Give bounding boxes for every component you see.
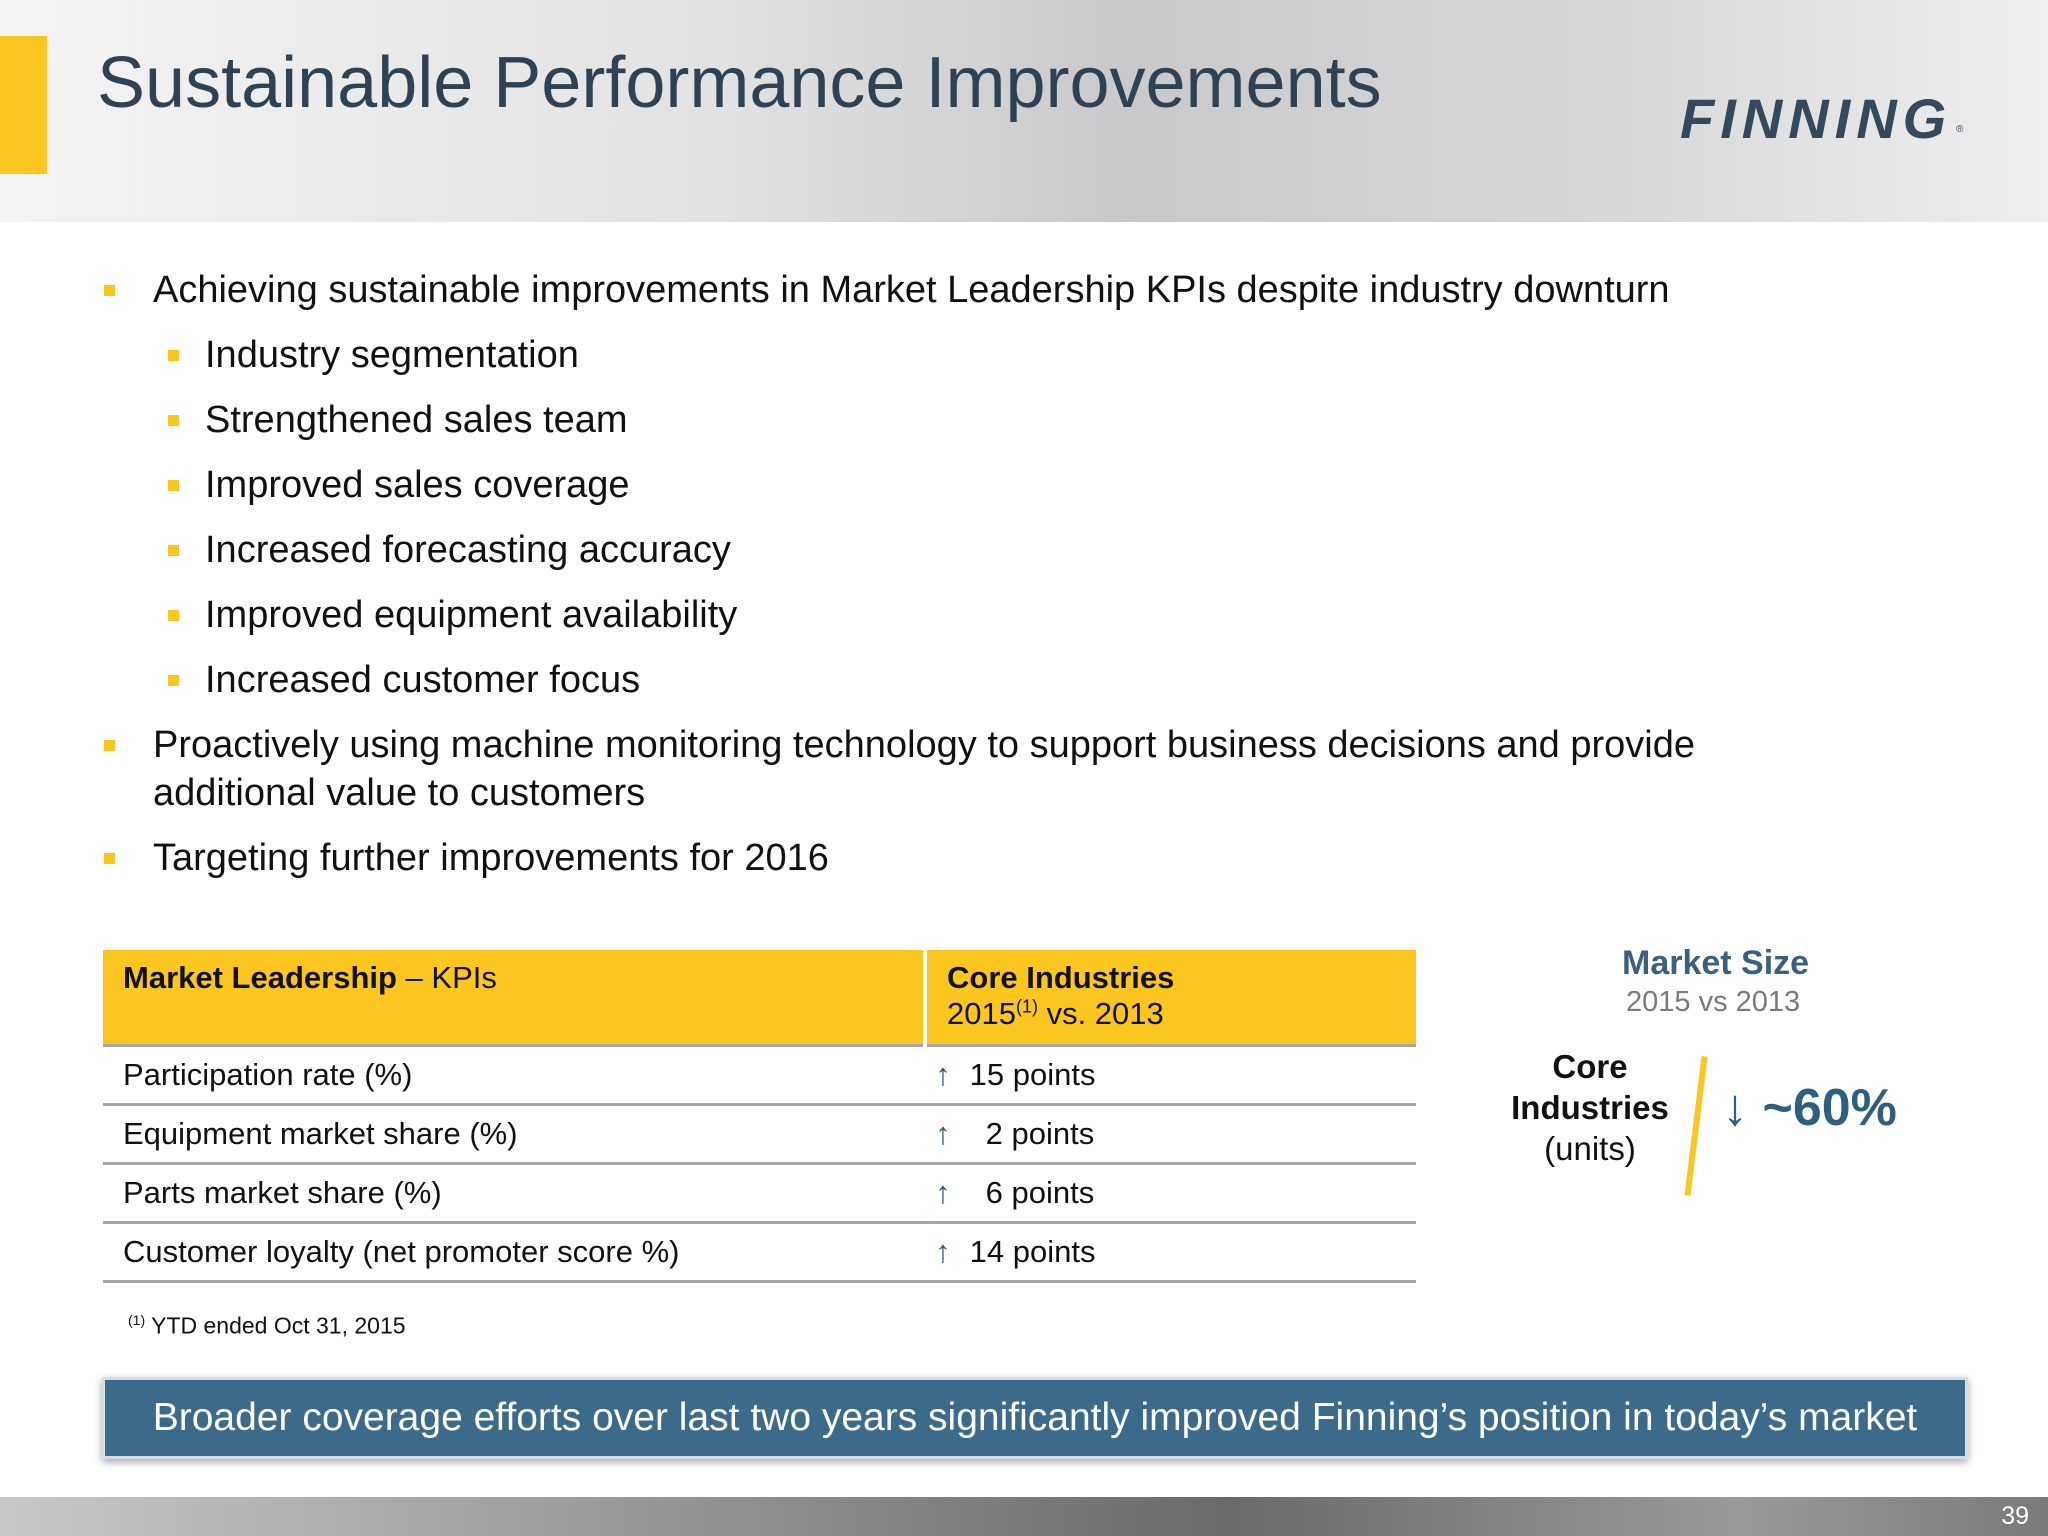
bullet-text: Industry segmentation — [205, 334, 579, 376]
page-number: 39 — [2001, 1502, 2029, 1530]
bullet-item: Proactively using machine monitoring tec… — [104, 721, 1695, 769]
market-size-subtitle: 2015 vs 2013 — [1626, 986, 1801, 1018]
bullet-square-icon — [168, 610, 179, 621]
kpi-header-metric-bold: Market Leadership — [123, 960, 397, 995]
arrow-up-icon: ↑ — [935, 1057, 951, 1092]
bullet-text: Achieving sustainable improvements in Ma… — [153, 269, 1670, 311]
summary-banner: Broader coverage efforts over last two y… — [102, 1377, 1968, 1459]
kpi-value: 14 points — [969, 1234, 1096, 1269]
sub-bullet-item: Improved equipment availability — [168, 591, 738, 639]
arrow-up-icon: ↑ — [935, 1175, 951, 1210]
arrow-up-icon: ↑ — [935, 1116, 951, 1151]
sub-bullet-item: Increased forecasting accuracy — [168, 526, 731, 574]
kpi-value-cell: ↑ 15 points — [925, 1045, 1416, 1106]
kpi-header-compare: vs. 2013 — [1037, 996, 1164, 1031]
sub-bullet-item: Improved sales coverage — [168, 461, 630, 509]
kpi-value: 6 points — [985, 1175, 1095, 1210]
sub-bullet-item: Industry segmentation — [168, 331, 579, 379]
bullet-square-icon — [104, 740, 115, 751]
bullet-square-icon — [104, 285, 115, 296]
sub-bullet-item: Strengthened sales team — [168, 396, 628, 444]
bullet-text: Proactively using machine monitoring tec… — [153, 724, 1695, 766]
footnote-marker: (1) — [128, 1312, 146, 1328]
bullet-text: additional value to customers — [153, 772, 646, 814]
kpi-metric: Equipment market share (%) — [103, 1104, 925, 1165]
table-row: Customer loyalty (net promoter score %) … — [103, 1222, 1416, 1283]
kpi-value-cell: ↑ 14 points — [925, 1222, 1416, 1283]
table-row: Parts market share (%) ↑ 6 points — [103, 1163, 1416, 1224]
kpi-metric: Customer loyalty (net promoter score %) — [103, 1222, 925, 1283]
kpi-header-metric-rest: – KPIs — [396, 960, 497, 995]
bullet-continuation: additional value to customers — [153, 769, 645, 817]
finning-logo: FINNING — [1680, 87, 1953, 150]
slide-header — [0, 0, 2048, 222]
footnote-text: YTD ended Oct 31, 2015 — [151, 1312, 406, 1339]
title-accent-bar — [0, 36, 47, 174]
bullet-square-icon — [168, 545, 179, 556]
table-row: Participation rate (%) ↑ 15 points — [103, 1045, 1416, 1106]
kpi-value-cell: ↑ 2 points — [925, 1104, 1416, 1165]
bullet-item: Targeting further improvements for 2016 — [104, 834, 829, 882]
bullet-square-icon — [168, 480, 179, 491]
kpi-header-footnote-marker: (1) — [1015, 996, 1038, 1017]
bullet-text: Increased forecasting accuracy — [205, 529, 731, 571]
kpi-metric: Parts market share (%) — [103, 1163, 925, 1224]
kpi-header-year: 2015 — [947, 996, 1016, 1031]
market-size-label: Core Industries (units) — [1490, 1046, 1690, 1169]
bullet-text: Improved sales coverage — [205, 464, 630, 506]
footnote: (1) YTD ended Oct 31, 2015 — [128, 1312, 406, 1340]
kpi-header-core-industries: Core Industries 2015(1) vs. 2013 — [925, 950, 1416, 1047]
bullet-item: Achieving sustainable improvements in Ma… — [104, 266, 1670, 314]
kpi-header-metric: Market Leadership – KPIs — [103, 950, 927, 1047]
market-size-label-line1: Core — [1552, 1048, 1628, 1085]
slide-title: Sustainable Performance Improvements — [97, 43, 1382, 123]
logo-registered-mark: ® — [1956, 124, 1964, 135]
kpi-header-core-line1: Core Industries — [947, 960, 1175, 995]
bullet-text: Improved equipment availability — [205, 594, 738, 636]
table-row: Equipment market share (%) ↑ 2 points — [103, 1104, 1416, 1165]
market-size-value: ↓ ~60% — [1722, 1079, 1897, 1137]
bullet-text: Targeting further improvements for 2016 — [153, 837, 829, 879]
arrow-up-icon: ↑ — [935, 1234, 951, 1269]
bullet-square-icon — [104, 853, 115, 864]
sub-bullet-item: Increased customer focus — [168, 656, 641, 704]
bullet-square-icon — [168, 350, 179, 361]
kpi-table-header-row: Market Leadership – KPIs Core Industries… — [103, 950, 1416, 1047]
bullet-text: Strengthened sales team — [205, 399, 628, 441]
bullet-text: Increased customer focus — [205, 659, 641, 701]
bullet-square-icon — [168, 415, 179, 426]
kpi-metric: Participation rate (%) — [103, 1045, 925, 1106]
kpi-value: 15 points — [969, 1057, 1096, 1092]
market-size-label-line2: Industries — [1511, 1089, 1669, 1126]
kpi-value-cell: ↑ 6 points — [925, 1163, 1416, 1224]
kpi-value: 2 points — [985, 1116, 1095, 1151]
slide-footer-bar — [0, 1497, 2048, 1536]
market-size-label-line3: (units) — [1544, 1130, 1636, 1167]
kpi-table: Market Leadership – KPIs Core Industries… — [103, 950, 1416, 1283]
market-size-title: Market Size — [1622, 944, 1810, 982]
bullet-square-icon — [168, 675, 179, 686]
